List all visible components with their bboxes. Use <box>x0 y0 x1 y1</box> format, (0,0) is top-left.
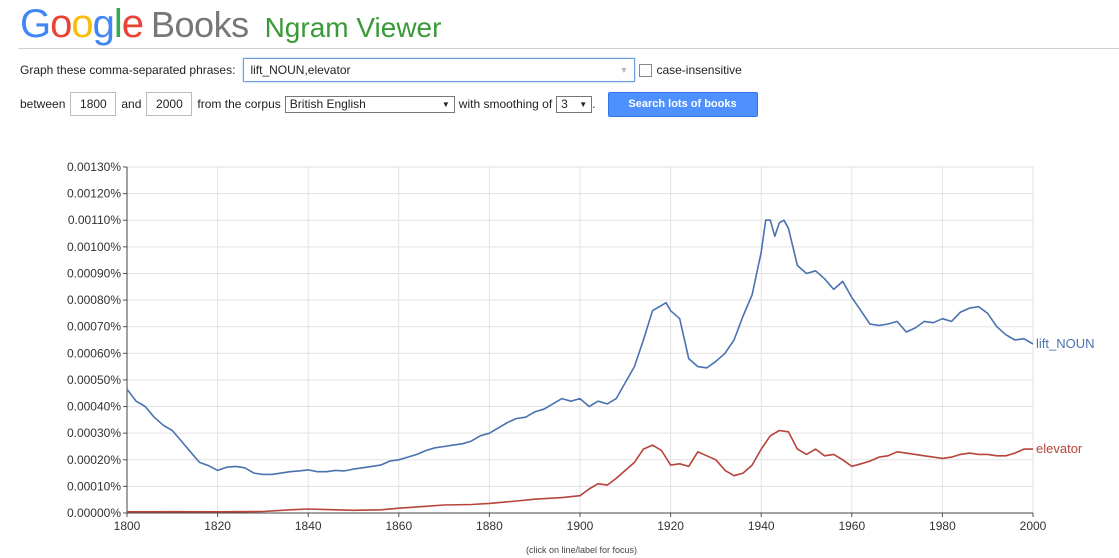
phrase-row: Graph these comma-separated phrases: lif… <box>20 58 742 82</box>
header-divider <box>18 48 1119 49</box>
header: Google Books Ngram Viewer <box>20 2 441 46</box>
end-year-input[interactable]: 2000 <box>146 92 193 116</box>
series-label[interactable]: elevator <box>1036 441 1083 456</box>
corpus-select-value: British English <box>289 97 366 111</box>
y-tick-label: 0.00080% <box>67 293 121 307</box>
logo-letter: l <box>113 2 123 46</box>
page-title: Ngram Viewer <box>264 12 442 43</box>
y-tick-label: 0.00120% <box>67 187 121 201</box>
y-tick-label: 0.00110% <box>68 213 121 227</box>
y-tick-label: 0.00020% <box>67 453 121 467</box>
smoothing-select[interactable]: 3 ▼ <box>556 95 593 113</box>
logo-letter: G <box>20 2 51 46</box>
logo-letter: o <box>50 2 72 46</box>
smoothing-label: with smoothing of <box>458 97 553 111</box>
chevron-down-icon: ▼ <box>579 99 588 109</box>
y-tick-label: 0.00040% <box>67 400 121 414</box>
y-tick-label: 0.00030% <box>67 426 121 440</box>
y-tick-label: 0.00070% <box>67 320 121 334</box>
x-tick-label: 1940 <box>748 519 775 533</box>
x-tick-label: 1900 <box>567 519 594 533</box>
y-tick-label: 0.00100% <box>67 240 121 254</box>
corpus-select[interactable]: British English ▼ <box>284 95 455 113</box>
start-year-input[interactable]: 1800 <box>70 92 117 116</box>
y-tick-label: 0.00010% <box>67 479 121 493</box>
books-logo-text: Books <box>151 4 249 45</box>
x-tick-label: 1880 <box>476 519 503 533</box>
y-tick-label: 0.00090% <box>67 266 121 280</box>
x-tick-label: 1860 <box>385 519 412 533</box>
ngram-chart: 0.00000% 0.00010% 0.00020% 0.00030% 0.00040%… <box>67 160 1095 533</box>
logo-letter: g <box>92 2 115 46</box>
x-tick-label: 2000 <box>1020 519 1047 533</box>
chevron-down-icon: ▼ <box>441 99 450 109</box>
options-row: between 1800 and 2000 from the corpus Br… <box>20 91 758 117</box>
smoothing-suffix: . <box>592 97 596 111</box>
x-tick-label: 1980 <box>929 519 956 533</box>
chart-footnote: (click on line/label for focus) <box>0 545 1119 555</box>
case-insensitive-checkbox[interactable] <box>639 63 653 77</box>
phrases-label: Graph these comma-separated phrases: <box>20 63 236 77</box>
x-tick-label: 1920 <box>657 519 684 533</box>
y-tick-label: 0.00130% <box>67 160 121 174</box>
y-tick-label: 0.00060% <box>67 346 121 360</box>
logo-letter: e <box>121 2 144 46</box>
x-tick-label: 1800 <box>114 519 141 533</box>
logo-letter: o <box>71 2 93 46</box>
between-label: between <box>20 97 66 111</box>
and-label: and <box>121 97 142 111</box>
dropdown-caret-icon[interactable]: ▼ <box>619 65 629 75</box>
series-label[interactable]: lift_NOUN <box>1036 336 1095 351</box>
phrase-input[interactable]: lift_NOUN,elevator ▼ <box>243 58 636 82</box>
series-line-elevator <box>126 429 1033 513</box>
footnote-text: (click on line/label for focus) <box>525 545 638 555</box>
series-line-lift-noun <box>126 219 1034 476</box>
search-button[interactable]: Search lots of books <box>607 91 758 117</box>
x-tick-label: 1960 <box>838 519 865 533</box>
y-tick-label: 0.00050% <box>67 373 121 387</box>
x-tick-label: 1840 <box>295 519 322 533</box>
corpus-label: from the corpus <box>197 97 281 111</box>
x-tick-label: 1820 <box>204 519 231 533</box>
phrase-input-value: lift_NOUN,elevator <box>250 63 351 77</box>
google-logo: Google <box>20 2 144 47</box>
y-tick-label: 0.00000% <box>67 506 121 520</box>
case-insensitive-label[interactable]: case-insensitive <box>656 63 742 77</box>
smoothing-select-value: 3 <box>561 97 568 111</box>
